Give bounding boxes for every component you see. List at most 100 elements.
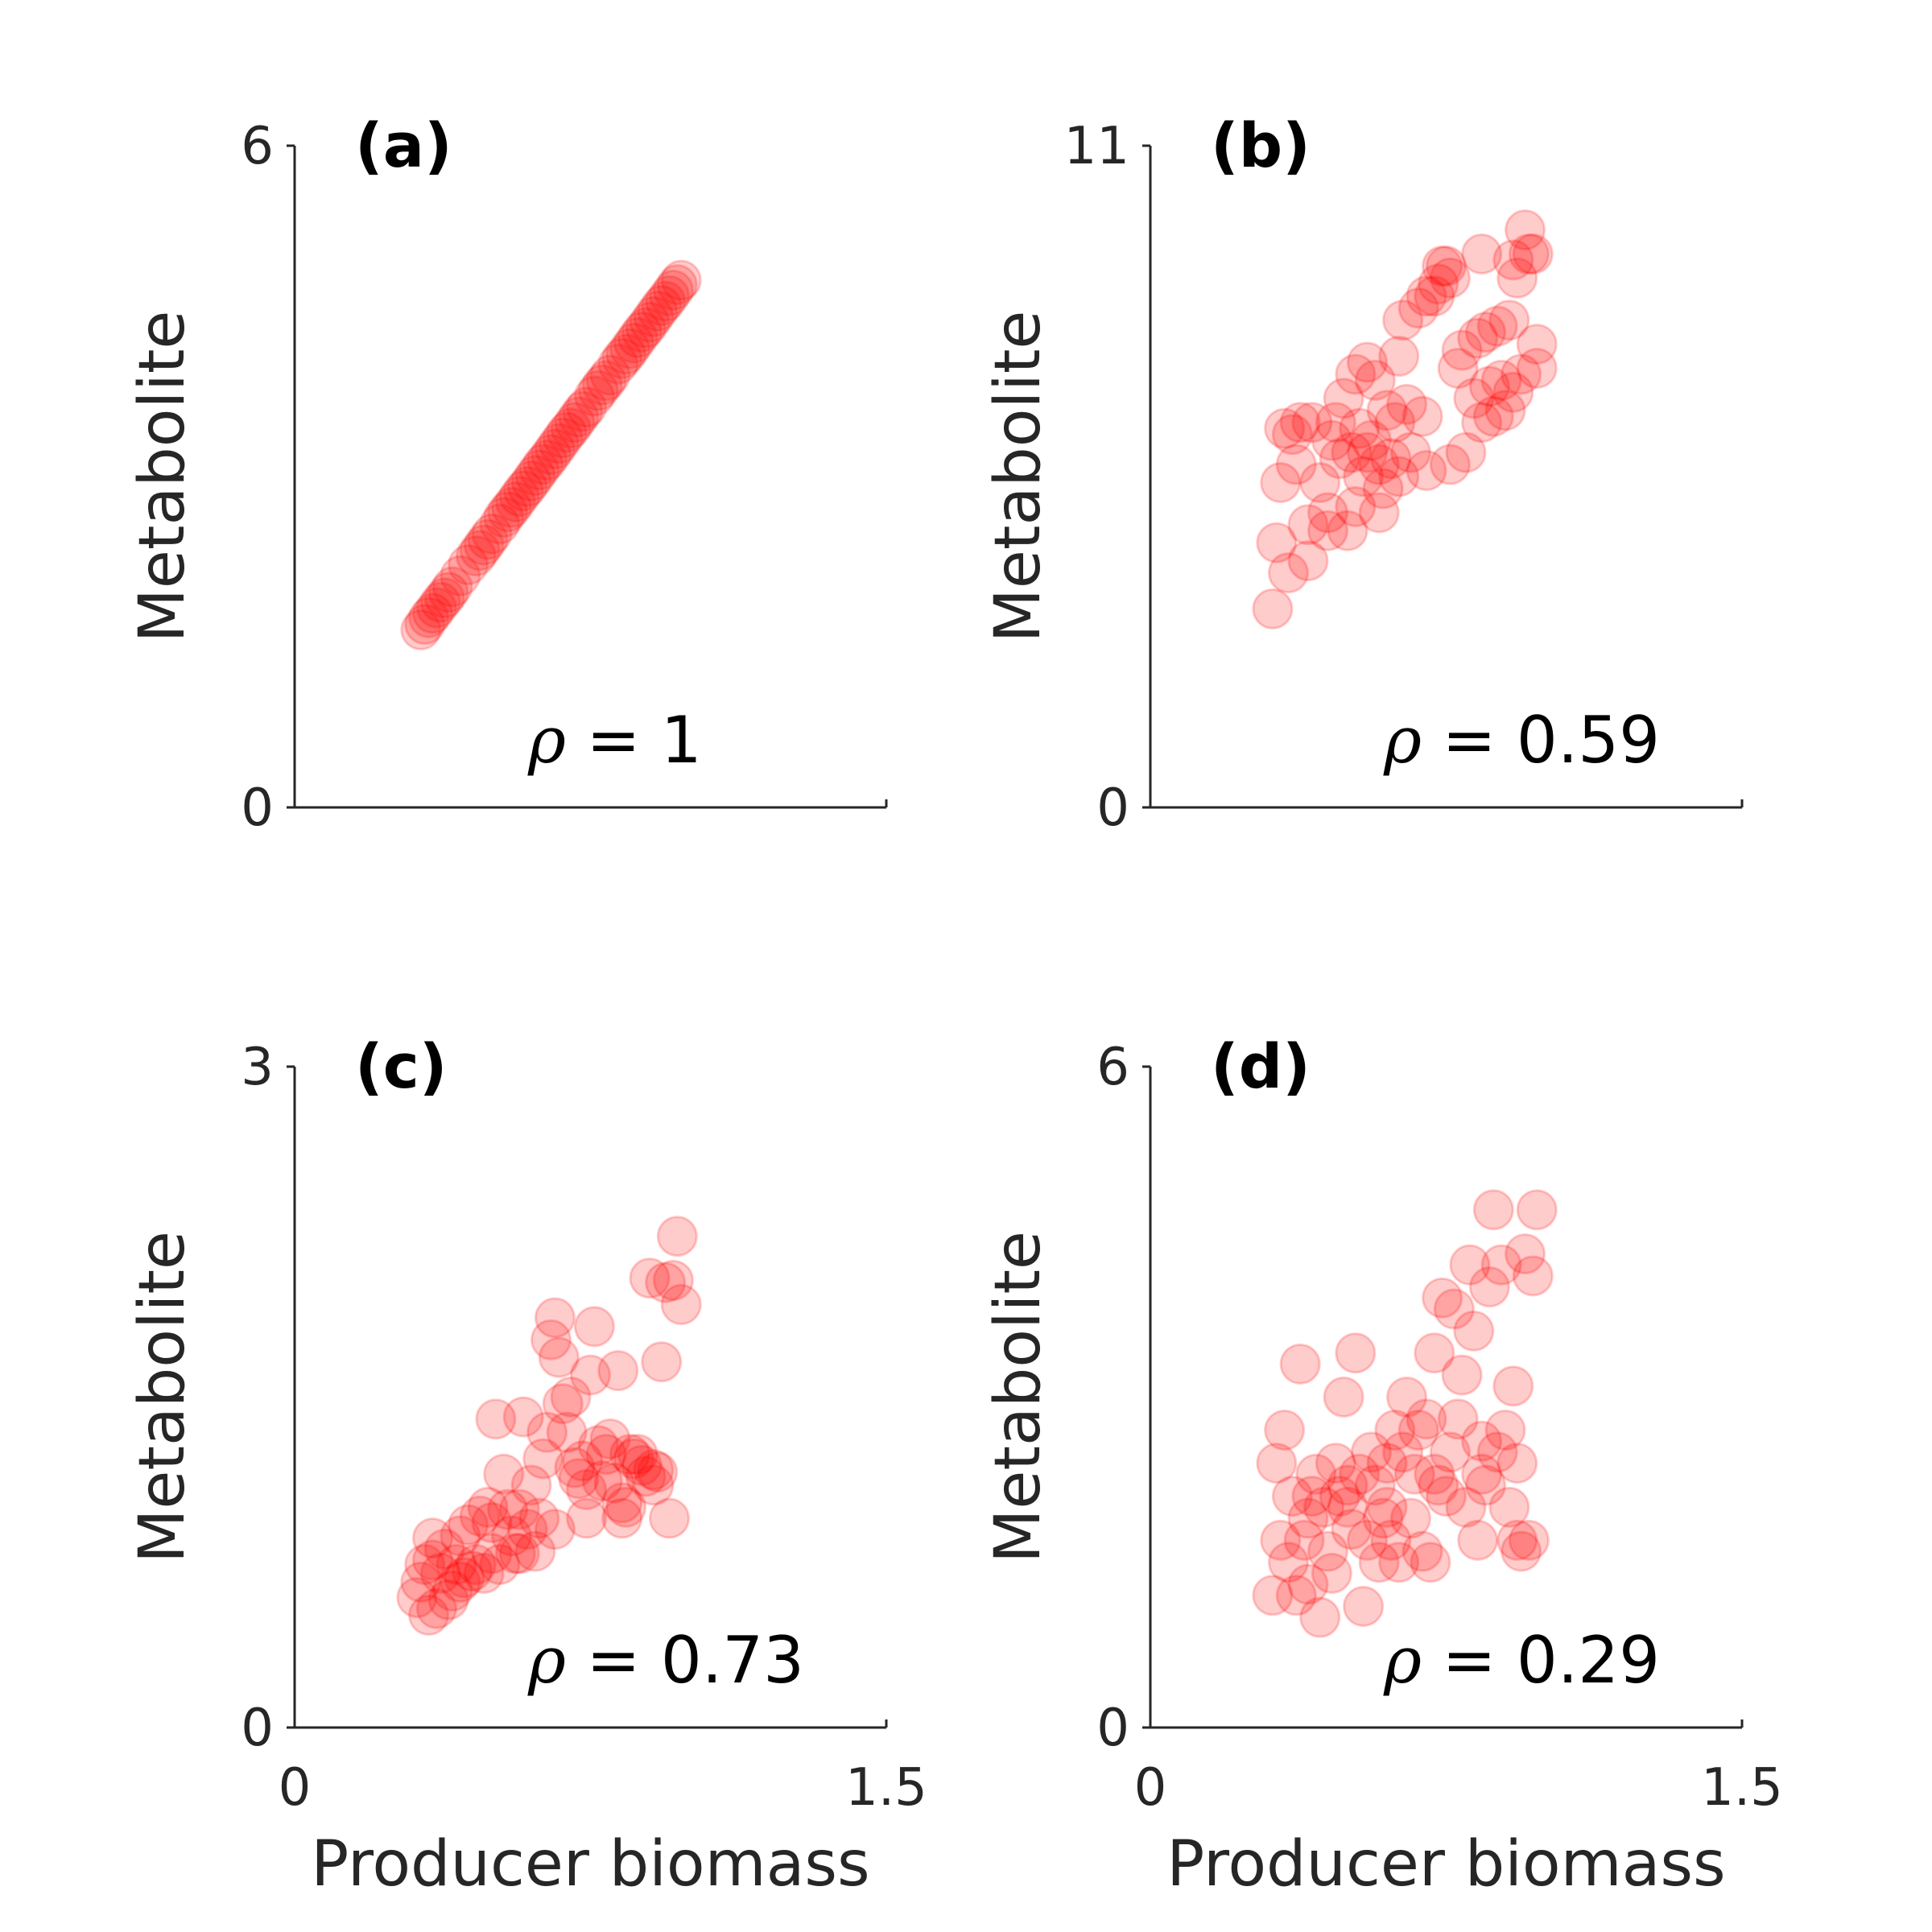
- scatter-point: [1275, 1575, 1317, 1616]
- scatter-point: [1505, 1233, 1546, 1275]
- scatter-point: [1492, 1365, 1534, 1407]
- scatter-point: [656, 1216, 698, 1257]
- scatter-point: [1492, 371, 1534, 413]
- scatter-point: [1480, 359, 1522, 401]
- scatter-point: [452, 1550, 493, 1592]
- scatter-point: [1468, 1266, 1510, 1308]
- scatter-point: [617, 316, 658, 358]
- y-axis-label: Metabolite: [126, 1231, 199, 1563]
- scatter-point: [396, 1577, 438, 1619]
- scatter-point: [1393, 1453, 1435, 1495]
- scatter-point: [522, 444, 564, 485]
- scatter-point: [479, 503, 521, 545]
- scatter-point: [1287, 1497, 1329, 1539]
- scatter-point: [589, 1418, 631, 1459]
- scatter-point: [1437, 347, 1479, 389]
- scatter-point: [427, 1579, 469, 1620]
- scatter-point: [1366, 390, 1408, 431]
- scatter-point: [1335, 353, 1377, 395]
- scatter-point: [597, 343, 639, 385]
- scatter-point: [1366, 1443, 1408, 1484]
- scatter-point: [1339, 407, 1381, 449]
- scatter-point: [566, 386, 608, 428]
- x-axis-label: Producer biomass: [1166, 1828, 1725, 1901]
- scatter-point: [601, 337, 643, 379]
- scatter-point: [1264, 1410, 1306, 1451]
- scatter-point: [577, 1425, 619, 1467]
- scatter-point: [577, 369, 619, 411]
- scatter-point: [542, 417, 584, 459]
- scatter-point: [601, 1482, 643, 1524]
- scatter-point: [455, 1543, 497, 1585]
- scatter-point: [605, 333, 647, 375]
- scatter-point: [1374, 1410, 1416, 1451]
- scatter-point: [463, 1552, 505, 1594]
- scatter-point: [1476, 305, 1518, 347]
- scatter-point: [1457, 317, 1499, 359]
- scatter-point: [1268, 1542, 1309, 1583]
- scatter-point: [1402, 395, 1443, 437]
- scatter-point: [1453, 378, 1495, 419]
- scatter-point: [601, 1497, 643, 1539]
- scatter-point: [562, 1440, 604, 1482]
- scatter-point: [1426, 1476, 1467, 1517]
- scatter-point: [534, 1297, 576, 1339]
- scatter-point: [562, 390, 604, 432]
- scatter-point: [1508, 1519, 1550, 1561]
- scatter-point: [1354, 1464, 1396, 1506]
- scatter-point: [613, 322, 654, 364]
- scatter-point: [412, 592, 453, 634]
- scatter-point: [554, 1447, 596, 1488]
- scatter-point: [637, 291, 679, 332]
- y-tick-label: 3: [241, 1038, 274, 1097]
- rho-annotation: ρ = 0.73: [527, 1623, 804, 1698]
- rho-annotation: ρ = 1: [527, 703, 702, 778]
- scatter-point: [1303, 1486, 1345, 1528]
- scatter-point: [1311, 419, 1352, 461]
- scatter-point: [1496, 1443, 1538, 1484]
- scatter-point: [1406, 1398, 1447, 1440]
- scatter-point: [1339, 1453, 1381, 1495]
- scatter-point: [629, 1257, 671, 1299]
- scatter-point: [510, 460, 552, 502]
- scatter-point: [400, 1561, 442, 1603]
- scatter-point: [1414, 1453, 1455, 1495]
- scatter-point: [1496, 1519, 1538, 1561]
- scatter-point: [1422, 245, 1463, 287]
- scatter-point: [1445, 1486, 1487, 1528]
- scatter-point: [1291, 1476, 1333, 1517]
- scatter-point: [589, 354, 631, 396]
- scatter-point: [530, 434, 572, 476]
- scatter-point: [506, 465, 548, 507]
- scatter-point: [1335, 1332, 1377, 1374]
- scatter-point: [542, 1383, 584, 1425]
- rho-symbol: ρ: [527, 703, 566, 778]
- scatter-point: [1252, 1575, 1294, 1616]
- scatter-point: [518, 449, 560, 491]
- x-tick-label: 0: [279, 1758, 312, 1818]
- scatter-point: [455, 535, 497, 577]
- scatter-point: [609, 328, 650, 369]
- scatter-point: [1480, 1244, 1522, 1286]
- scatter-point: [1323, 378, 1364, 419]
- scatter-point: [502, 470, 544, 512]
- scatter-point: [1426, 245, 1467, 287]
- scatter-point: [1410, 1542, 1451, 1583]
- scatter-point: [645, 280, 687, 322]
- scatter-point: [419, 1552, 461, 1594]
- scatter-point: [510, 1464, 552, 1506]
- scatter-point: [494, 1533, 536, 1575]
- scatter-point: [660, 1284, 702, 1326]
- scatter-point: [1335, 485, 1377, 527]
- scatter-point: [1268, 552, 1309, 594]
- scatter-point: [1307, 492, 1348, 534]
- scatter-point: [1350, 1431, 1392, 1473]
- scatter-point: [1264, 407, 1306, 449]
- scatter-point: [1350, 419, 1392, 461]
- scatter-point: [1378, 336, 1420, 378]
- scatter-point: [522, 1438, 564, 1480]
- y-tick-label: 0: [1096, 778, 1129, 838]
- scatter-point: [444, 1557, 485, 1599]
- scatter-point: [471, 1533, 513, 1575]
